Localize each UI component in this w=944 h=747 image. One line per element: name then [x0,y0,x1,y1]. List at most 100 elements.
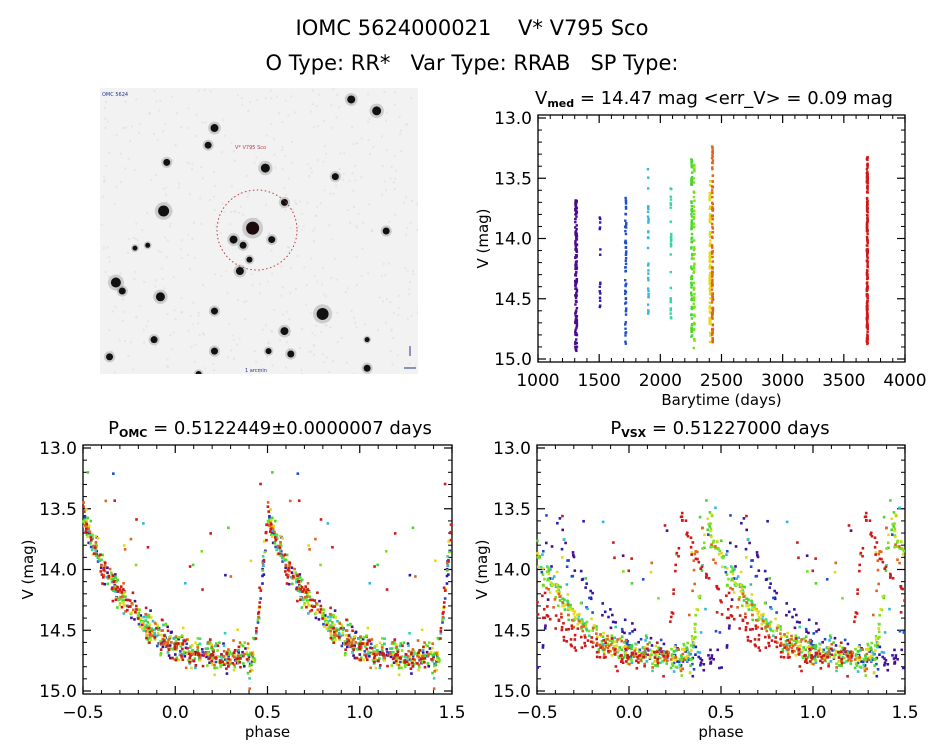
data-point [760,622,764,626]
data-point [877,627,881,631]
data-point [854,647,857,651]
data-point [557,604,560,608]
data-point [684,656,688,660]
data-point [340,625,344,629]
data-point [659,647,663,650]
data-point [317,618,321,621]
data-point [669,220,672,223]
data-point [236,628,240,632]
finder-background [100,88,418,374]
data-point [882,515,886,519]
data-point [404,653,408,656]
data-point [346,645,349,649]
data-point [691,645,695,649]
data-point [868,656,872,660]
data-point [781,648,785,651]
data-point [831,649,834,652]
data-point [711,153,714,157]
data-point [575,326,578,330]
data-point [690,215,694,218]
data-point [756,555,760,559]
noise-speckle [293,111,296,114]
data-point [647,295,650,298]
data-point [412,650,416,653]
star [229,235,238,244]
data-point [708,511,712,514]
data-point [162,623,165,627]
data-point [575,281,578,284]
data-point [646,167,650,171]
data-point [891,522,895,526]
data-point [393,532,397,535]
data-point [574,220,577,224]
data-point [745,528,749,532]
data-point [728,624,731,628]
noise-speckle [312,229,315,232]
data-point [142,629,146,632]
data-point [318,599,321,603]
noise-speckle [383,91,386,94]
noise-speckle [115,134,118,137]
data-point [624,290,628,294]
data-point [654,653,657,657]
data-point [697,560,701,564]
data-point [98,559,102,562]
data-point [574,205,577,209]
data-point [881,595,884,598]
data-point [711,295,714,298]
noise-speckle [353,316,356,319]
data-point [103,564,107,567]
data-point [276,544,280,548]
data-point [690,223,693,226]
data-point [598,227,601,231]
noise-speckle [199,197,202,200]
data-point [646,276,650,280]
data-point [353,634,357,638]
data-point [429,650,433,654]
data-point [144,612,147,616]
noise-speckle [389,350,392,353]
data-point [693,270,696,273]
data-point [279,542,282,546]
noise-speckle [143,280,146,283]
data-point [862,657,866,661]
noise-speckle [284,208,287,211]
data-point [850,652,854,656]
data-point [729,514,732,517]
data-point [669,203,673,206]
data-point [345,640,349,644]
data-point [86,531,90,535]
data-point [609,649,612,653]
data-point [445,574,449,578]
data-point [727,627,731,630]
noise-speckle [174,144,177,147]
x-tick-label: 0.0 [615,703,642,723]
data-point [879,608,883,611]
data-point [678,663,681,667]
data-point [363,650,367,653]
data-point [732,577,736,580]
data-point [119,591,122,594]
data-point [583,644,587,648]
data-point [688,653,691,656]
data-point [602,638,606,642]
data-point [711,214,714,217]
data-point [818,648,822,651]
data-point [709,334,712,337]
data-point [359,656,363,660]
data-point [326,615,330,619]
title-rest: = 0.5122449±0.0000007 days [147,418,432,439]
data-point [372,662,376,665]
noise-speckle [392,337,395,340]
data-point [255,626,258,630]
noise-speckle [290,95,293,98]
data-point [711,274,714,277]
data-point [261,569,265,572]
data-point [87,541,90,545]
data-point [425,650,429,654]
noise-speckle [310,110,313,113]
data-point [133,618,136,621]
noise-speckle [300,368,303,371]
noise-speckle [297,224,300,227]
data-point [598,226,602,229]
